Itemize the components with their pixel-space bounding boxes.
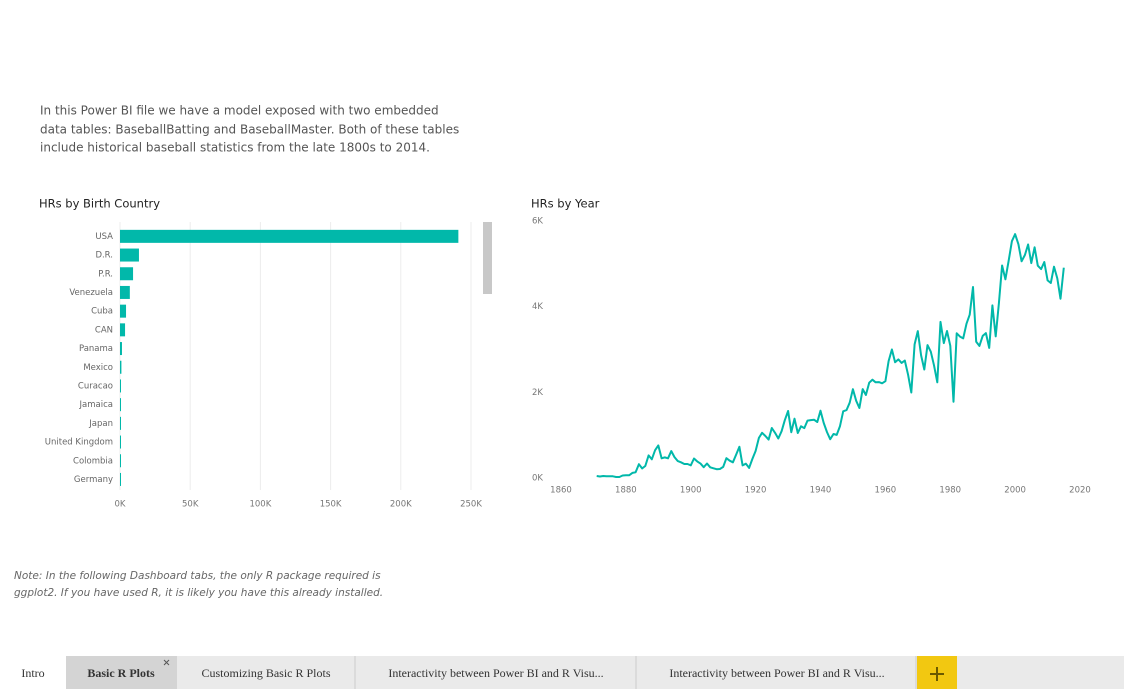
x-tick-label: 0K — [115, 500, 126, 510]
x-tick-label: 250K — [460, 500, 482, 510]
x-tick-label: 50K — [182, 500, 199, 510]
bar — [120, 304, 127, 318]
x-tick-label: 1900 — [680, 486, 702, 496]
tab-label[interactable]: Interactivity between Power BI and R Vis… — [669, 666, 884, 680]
category-label: D.R. — [95, 251, 113, 261]
bar — [120, 360, 122, 374]
x-tick-label: 200K — [390, 500, 412, 510]
x-tick-label: 2000 — [1004, 486, 1026, 496]
x-tick-label: 1920 — [745, 486, 767, 496]
close-icon[interactable] — [163, 659, 170, 666]
category-label: Japan — [88, 419, 113, 429]
tab-label[interactable]: Customizing Basic R Plots — [201, 666, 330, 680]
tab-label[interactable]: Interactivity between Power BI and R Vis… — [388, 666, 603, 680]
category-label: Panama — [79, 344, 113, 354]
category-label: Cuba — [91, 307, 113, 317]
note-line: Note: In the following Dashboard tabs, t… — [14, 570, 381, 582]
category-label: Colombia — [73, 456, 113, 466]
bar — [120, 248, 139, 262]
category-label: P.R. — [98, 269, 113, 279]
bar — [120, 323, 126, 337]
y-tick-label: 4K — [532, 302, 543, 312]
bar — [120, 342, 122, 356]
x-tick-label: 2020 — [1069, 486, 1091, 496]
category-label: CAN — [95, 325, 113, 335]
tab-label[interactable]: Intro — [21, 666, 44, 680]
x-tick-label: 1960 — [875, 486, 897, 496]
x-tick-label: 100K — [249, 500, 271, 510]
line — [596, 233, 1065, 478]
bar — [120, 472, 121, 486]
plus-icon — [930, 667, 944, 681]
category-label: United Kingdom — [45, 438, 113, 448]
category-label: USA — [95, 232, 113, 242]
intro-line: include historical baseball statistics f… — [40, 141, 430, 155]
intro-line: data tables: BaseballBatting and Basebal… — [40, 123, 459, 137]
bar — [120, 454, 121, 468]
category-label: Mexico — [83, 363, 113, 373]
bar — [120, 435, 121, 449]
category-label: Venezuela — [69, 288, 113, 298]
scrollbar[interactable] — [483, 222, 492, 294]
y-tick-label: 0K — [532, 474, 543, 484]
bar — [120, 398, 121, 412]
category-label: Jamaica — [79, 400, 113, 410]
chart-title: HRs by Year — [531, 197, 600, 211]
category-label: Germany — [74, 475, 113, 485]
tab-active[interactable] — [0, 656, 66, 689]
tab-label[interactable]: Basic R Plots — [87, 666, 155, 680]
y-tick-label: 6K — [532, 217, 543, 227]
x-tick-label: 1940 — [810, 486, 832, 496]
bar — [120, 267, 134, 281]
y-tick-label: 2K — [532, 388, 543, 398]
bar — [120, 379, 121, 393]
x-tick-label: 1980 — [939, 486, 961, 496]
intro-line: In this Power BI file we have a model ex… — [40, 104, 439, 118]
chart-title: HRs by Birth Country — [39, 197, 160, 211]
x-tick-label: 1860 — [550, 486, 572, 496]
x-tick-label: 1880 — [615, 486, 637, 496]
bar — [120, 416, 121, 430]
tab-bg[interactable] — [66, 656, 177, 689]
note-line: ggplot2. If you have used R, it is likel… — [14, 587, 383, 599]
bar — [120, 229, 459, 243]
category-label: Curacao — [78, 381, 113, 391]
bar — [120, 285, 130, 299]
x-tick-label: 150K — [320, 500, 342, 510]
